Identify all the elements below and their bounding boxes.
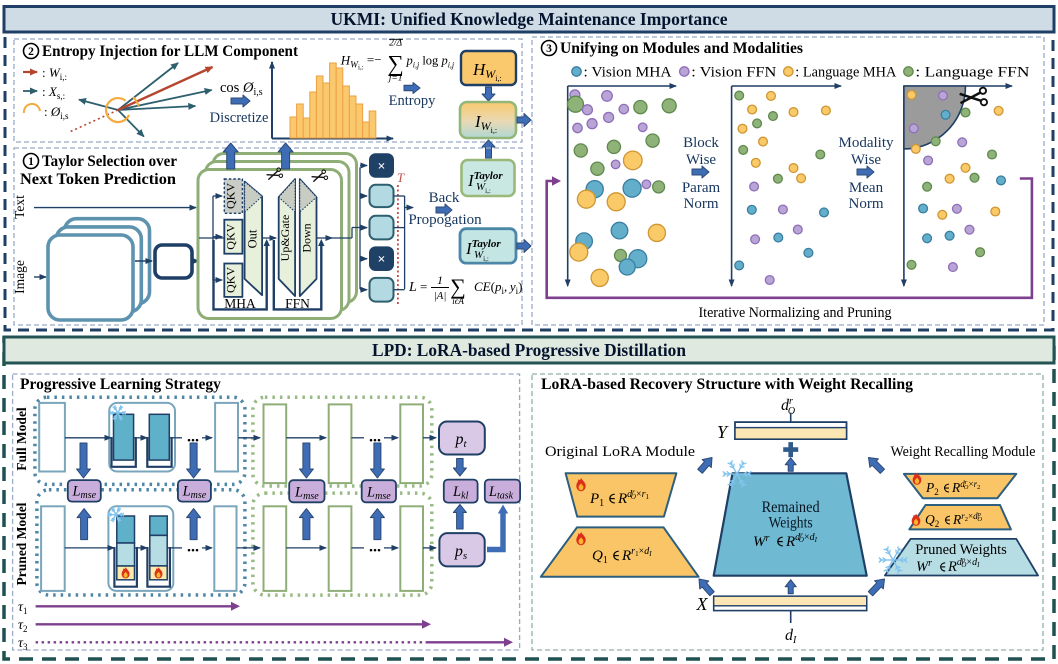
- svg-text:CE(pi, yi): CE(pi, yi): [474, 279, 522, 296]
- svg-text:Lmse: Lmse: [71, 484, 96, 502]
- svg-text:...: ...: [369, 539, 381, 556]
- svg-text:P2: P2: [925, 480, 939, 497]
- svg-text:: Vision MHA: : Vision MHA: [584, 65, 673, 81]
- svg-text:Taylor Selection over: Taylor Selection over: [42, 153, 177, 170]
- svg-text:UKMI: Unified Knowledge Mainte: UKMI: Unified Knowledge Maintenance Impo…: [331, 9, 728, 29]
- svg-text:Wise: Wise: [686, 152, 717, 168]
- svg-text:Back: Back: [429, 190, 460, 206]
- svg-text:Discretize: Discretize: [210, 110, 269, 126]
- svg-text:Q1: Q1: [592, 548, 608, 566]
- svg-text:Lmse: Lmse: [182, 484, 207, 502]
- svg-text:cos Øi,s: cos Øi,s: [220, 80, 263, 98]
- svg-text:Wr: Wr: [753, 533, 770, 550]
- svg-text:τ1: τ1: [18, 600, 28, 616]
- svg-text:Text: Text: [12, 195, 27, 219]
- svg-text:∑: ∑: [450, 274, 466, 299]
- svg-text:1: 1: [437, 273, 443, 287]
- svg-text:Image: Image: [12, 260, 27, 294]
- svg-text:=: =: [420, 279, 427, 294]
- svg-text:Lmse: Lmse: [366, 484, 391, 502]
- svg-text:Up&Gate: Up&Gate: [278, 215, 292, 262]
- svg-text:3: 3: [546, 43, 552, 55]
- svg-text:Rr2×dpO: Rr2×dp O: [952, 511, 982, 527]
- svg-text:ITaylor: ITaylor: [467, 170, 503, 190]
- svg-text:Remained: Remained: [762, 499, 820, 516]
- svg-text:τ2: τ2: [18, 618, 28, 634]
- svg-text:Modality: Modality: [839, 135, 894, 151]
- svg-text:LPD: LoRA-based Progressive Di: LPD: LoRA-based Progressive Distillation: [372, 340, 686, 360]
- svg-text:Original LoRA Module: Original LoRA Module: [545, 444, 695, 460]
- svg-text:Entropy Injection for LLM Comp: Entropy Injection for LLM Component: [42, 43, 299, 60]
- svg-text:FFN: FFN: [285, 296, 310, 311]
- svg-text:j=1: j=1: [387, 74, 403, 84]
- svg-text:Ltask: Ltask: [488, 484, 514, 502]
- svg-text:T: T: [397, 170, 405, 185]
- svg-text:QKV: QKV: [224, 183, 238, 209]
- svg-text:Entropy: Entropy: [389, 93, 436, 109]
- svg-text:Propogation: Propogation: [408, 212, 482, 228]
- svg-text:Weight Recalling Module: Weight Recalling Module: [891, 444, 1036, 460]
- svg-text:Norm: Norm: [849, 196, 884, 212]
- svg-text:1: 1: [28, 156, 34, 168]
- svg-text:QKV: QKV: [224, 267, 238, 293]
- svg-text:pt: pt: [454, 431, 467, 450]
- svg-text:X: X: [696, 594, 709, 614]
- svg-text:Pruned Weights: Pruned Weights: [915, 542, 1007, 558]
- svg-text:Lmse: Lmse: [294, 484, 319, 502]
- svg-text:Full Model: Full Model: [14, 407, 29, 471]
- svg-text:...: ...: [187, 429, 199, 446]
- svg-text:τ3: τ3: [18, 636, 28, 652]
- svg-text:Unifying on Modules and Modali: Unifying on Modules and Modalities: [560, 40, 803, 57]
- svg-text:drO: dr O: [781, 396, 795, 417]
- svg-text:: Language FFN: : Language FFN: [915, 65, 1029, 81]
- svg-text:LoRA-based Recovery Structure: LoRA-based Recovery Structure with Weigh…: [541, 376, 913, 393]
- svg-text:2: 2: [28, 46, 34, 58]
- svg-text:Norm: Norm: [684, 196, 719, 212]
- svg-text:...: ...: [187, 539, 199, 556]
- svg-text:HWi,: =−: HWi,: =−: [340, 52, 382, 72]
- svg-text:Wi,:: Wi,:: [474, 249, 489, 263]
- svg-text:Rr1×dI: Rr1×dI: [621, 546, 652, 564]
- svg-text:Wr: Wr: [916, 558, 932, 575]
- svg-text:×: ×: [378, 160, 386, 175]
- svg-text:×: ×: [378, 253, 386, 268]
- svg-text:Down: Down: [300, 223, 314, 252]
- svg-text:QKV: QKV: [224, 223, 238, 249]
- svg-text:|A|: |A|: [434, 290, 447, 302]
- svg-text:Next Token Prediction: Next Token Prediction: [20, 171, 176, 188]
- svg-text:Pruned Model: Pruned Model: [14, 502, 29, 585]
- svg-text:ps: ps: [454, 543, 467, 562]
- svg-text:Wise: Wise: [851, 152, 882, 168]
- svg-text:HWi,:: HWi,:: [472, 60, 502, 83]
- svg-text:pi,j log pi,j: pi,j log pi,j: [406, 54, 455, 70]
- svg-text:2/Δ: 2/Δ: [389, 39, 402, 49]
- svg-text:ITaylor: ITaylor: [465, 238, 501, 258]
- svg-text:Lkl: Lkl: [452, 484, 469, 502]
- svg-text:Wi,:: Wi,:: [476, 181, 491, 195]
- svg-text:MHA: MHA: [224, 296, 256, 311]
- svg-text:Mean: Mean: [849, 180, 884, 196]
- svg-text:Param: Param: [682, 180, 721, 196]
- svg-text:Iterative Normalizing and Prun: Iterative Normalizing and Pruning: [699, 305, 892, 321]
- svg-text:: Vision FFN: : Vision FFN: [691, 65, 776, 81]
- svg-text:iϵA: iϵA: [452, 296, 464, 306]
- svg-text:Q2: Q2: [925, 512, 939, 529]
- svg-text:L: L: [408, 280, 417, 295]
- svg-text:: Language MHA: : Language MHA: [795, 65, 897, 81]
- svg-text:Out: Out: [246, 229, 260, 248]
- svg-text:IWi,:: IWi,:: [474, 112, 497, 135]
- svg-text:Weights: Weights: [769, 515, 813, 532]
- svg-text:Progressive Learning Strategy: Progressive Learning Strategy: [20, 376, 221, 393]
- svg-text:Y: Y: [717, 422, 729, 442]
- svg-text:P1: P1: [589, 491, 604, 509]
- svg-text:dI: dI: [785, 627, 797, 646]
- svg-text:Block: Block: [683, 135, 719, 151]
- svg-text:∑: ∑: [387, 51, 403, 76]
- svg-text:...: ...: [369, 429, 381, 446]
